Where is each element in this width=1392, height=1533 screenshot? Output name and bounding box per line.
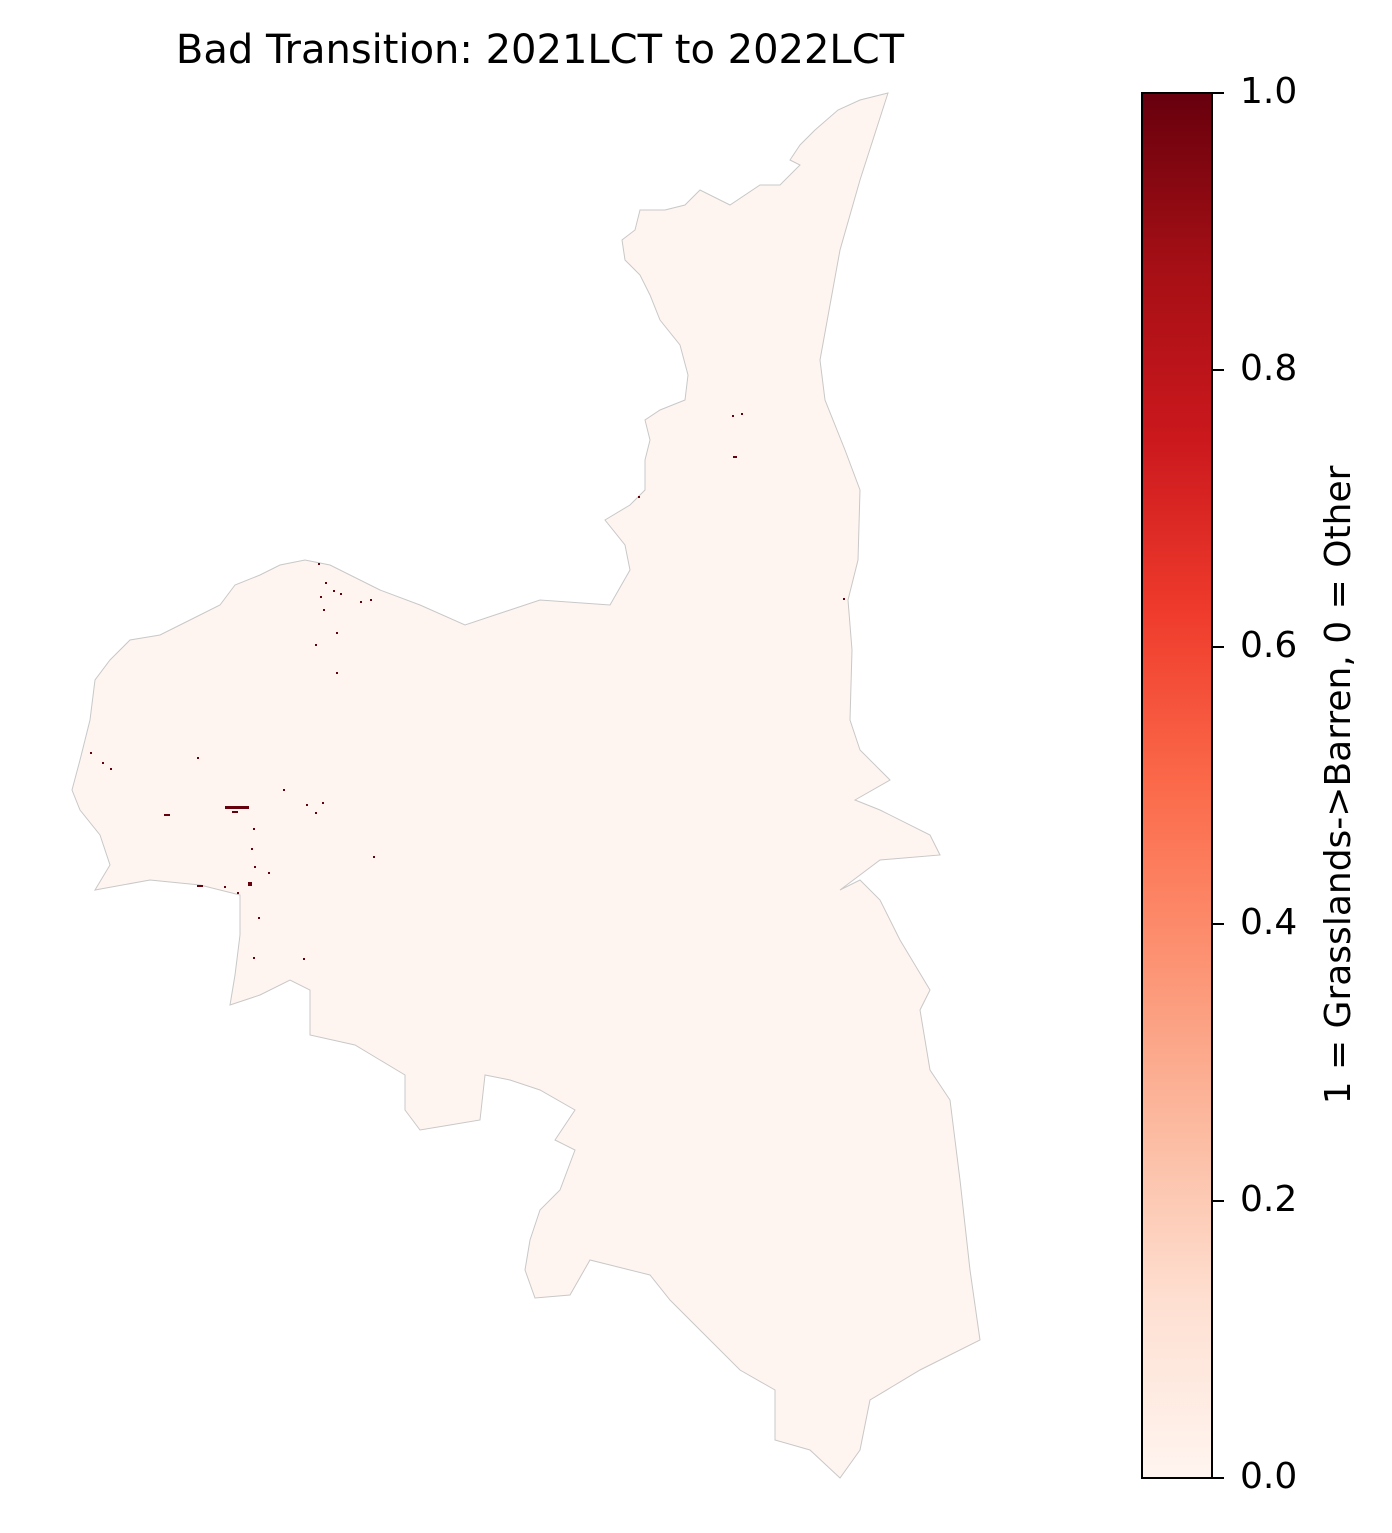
colorbar-tick-label: 0.0 — [1240, 1456, 1297, 1497]
map-title: Bad Transition: 2021LCT to 2022LCT — [176, 27, 905, 73]
colorbar: 0.0 0.2 0.4 0.6 0.8 1.0 — [1141, 71, 1297, 1497]
colorbar-tick-label: 0.4 — [1240, 902, 1297, 943]
changed-pixels — [90, 413, 845, 960]
map — [71, 92, 981, 1479]
colorbar-tick-label: 0.6 — [1240, 625, 1297, 666]
colorbar-tick-label: 0.8 — [1240, 348, 1297, 389]
colorbar-label: 1 = Grasslands->Barren, 0 = Other — [1318, 465, 1359, 1104]
colorbar-tick-label: 1.0 — [1240, 71, 1297, 112]
colorbar-gradient — [1141, 92, 1213, 1479]
colorbar-tick-label: 0.2 — [1240, 1179, 1297, 1220]
region — [71, 92, 981, 1479]
